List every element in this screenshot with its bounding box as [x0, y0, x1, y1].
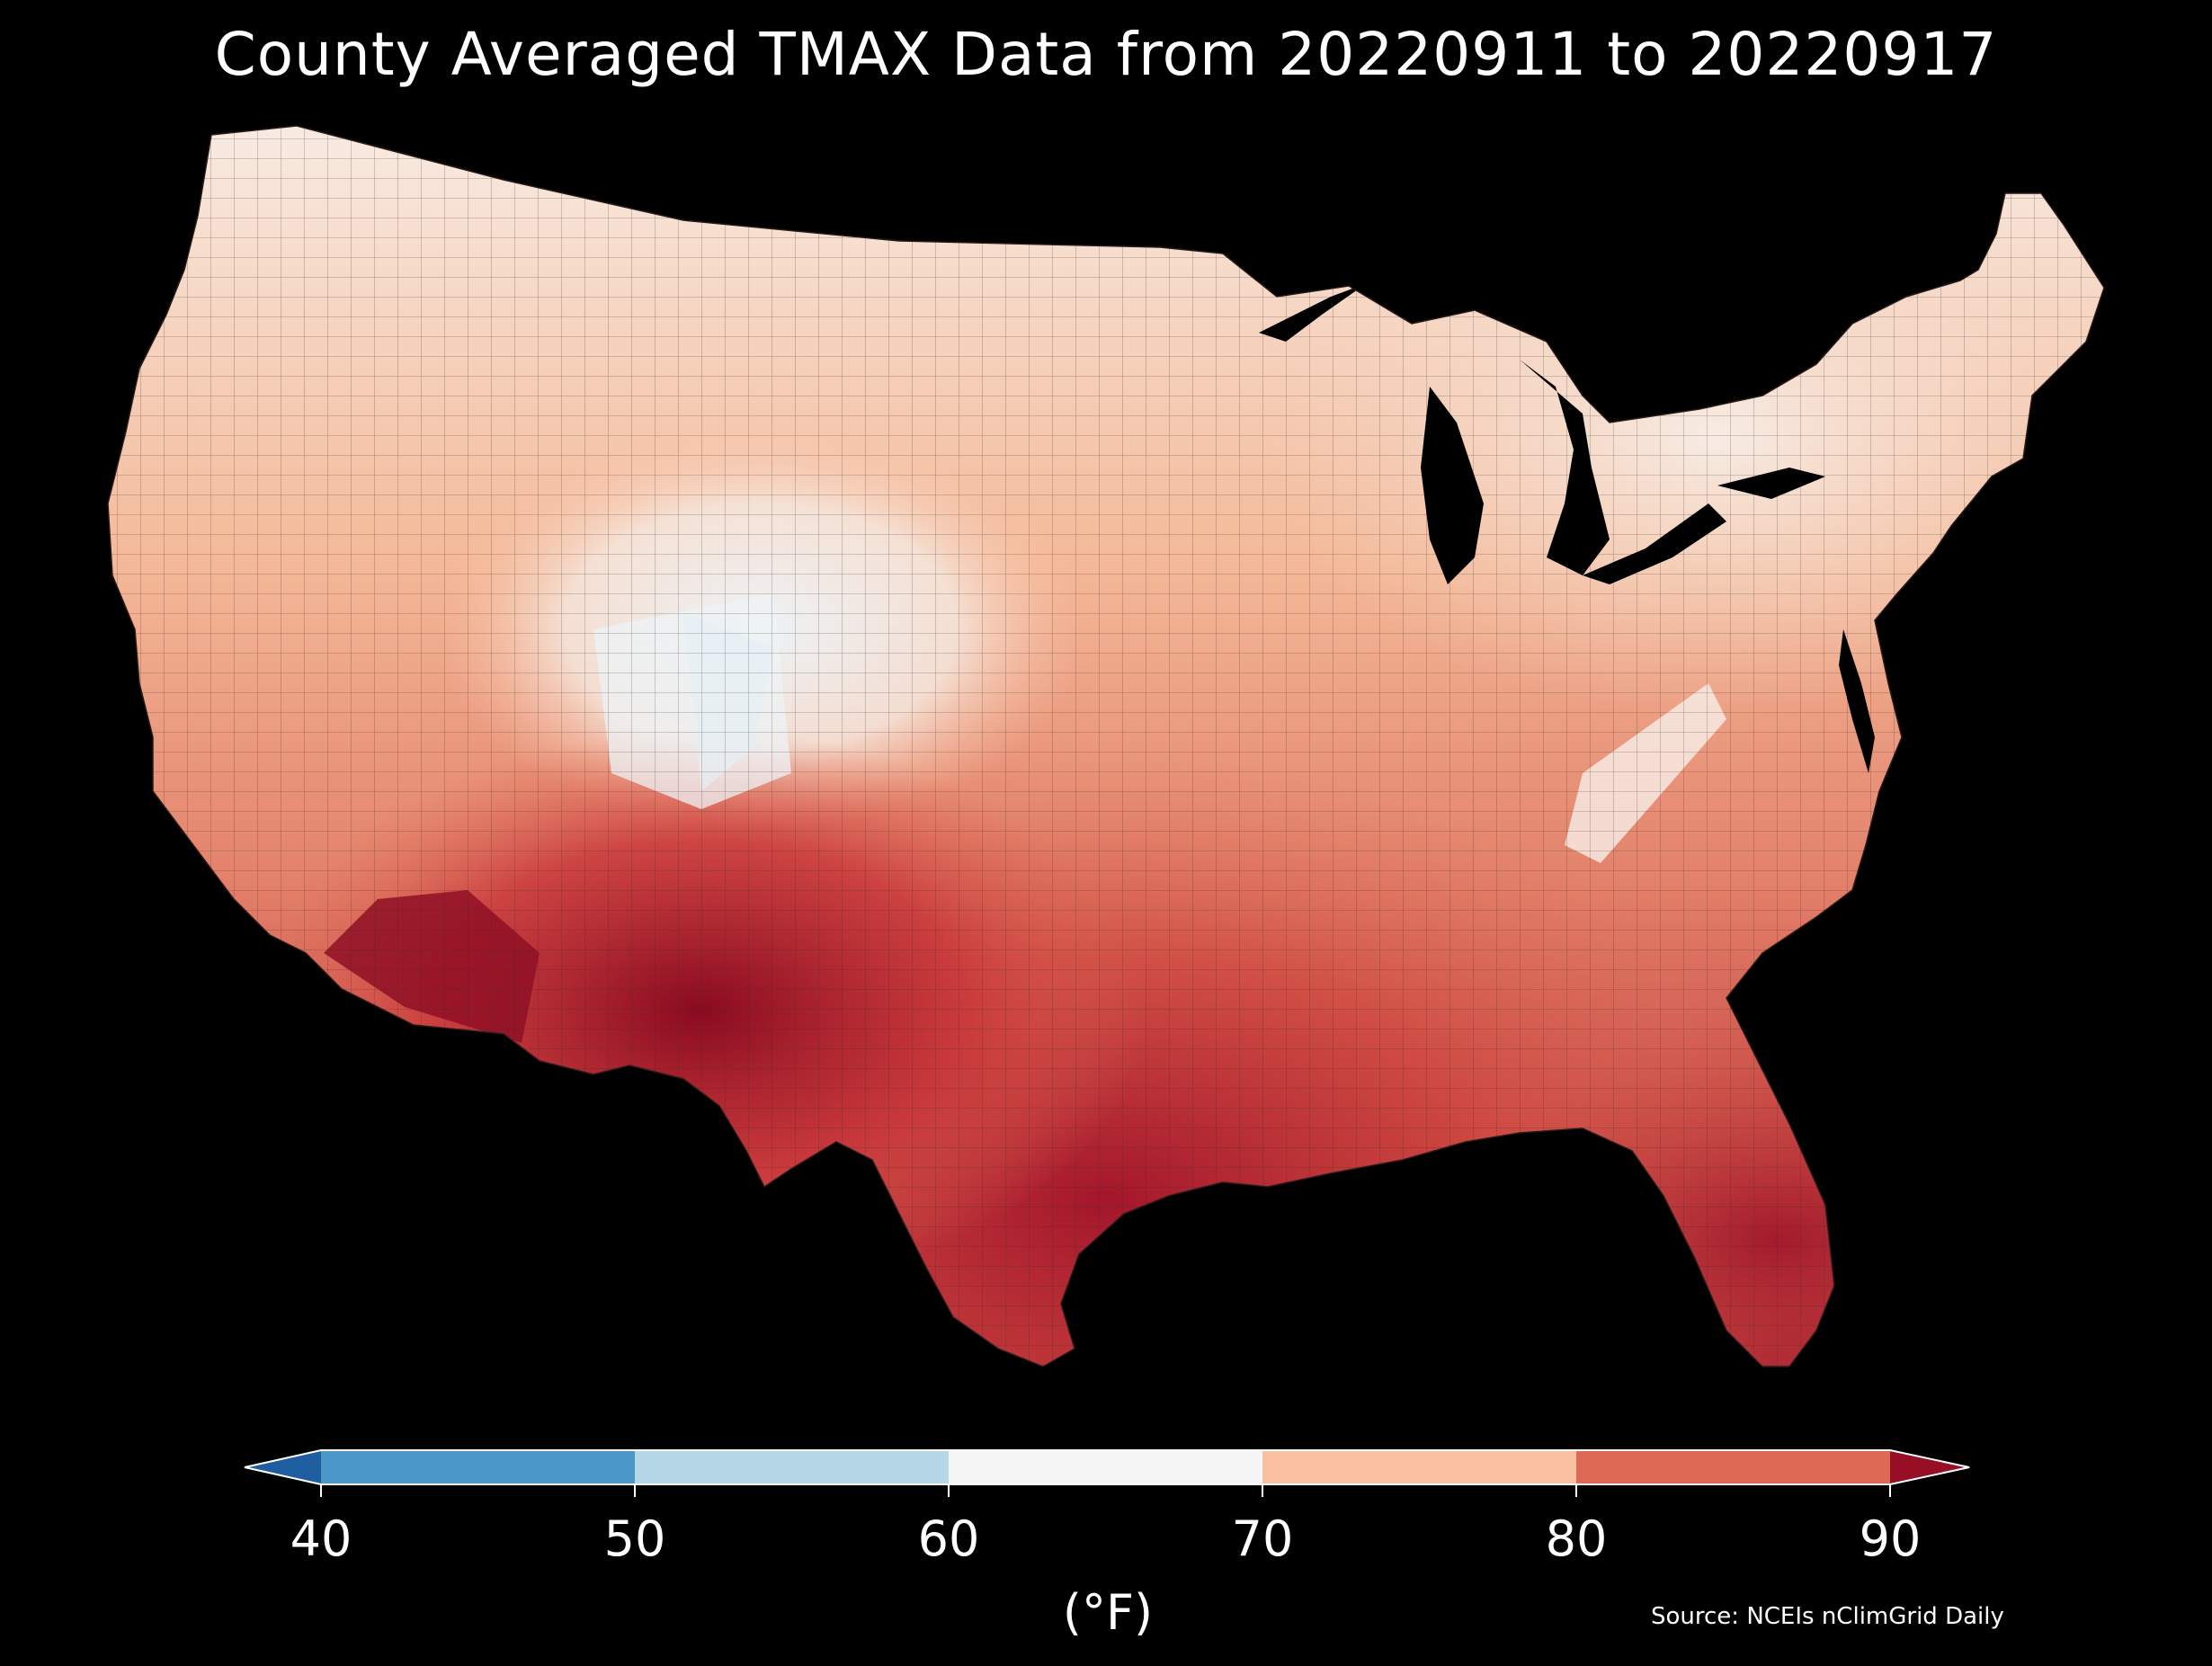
colorbar-extend-low [245, 1450, 321, 1484]
source-credit: Source: NCEIs nClimGrid Daily [1651, 1603, 2004, 1630]
colorbar-tick-90: 90 [1859, 1510, 1922, 1567]
colorbar-segment-60-70 [949, 1450, 1262, 1484]
chesapeake-bay [1839, 629, 1875, 773]
colorbar-extend-high [1890, 1450, 1969, 1484]
us-border [107, 125, 2105, 1368]
colorbar-segment-40-50 [321, 1450, 635, 1484]
colorbar-tick-80: 80 [1545, 1510, 1608, 1567]
great-lakes [1259, 283, 1825, 584]
colorbar-unit-label: (°F) [1062, 1584, 1154, 1641]
colorbar-segment-80-90 [1576, 1450, 1890, 1484]
colorbar-segment-70-80 [1262, 1450, 1576, 1484]
colorbar-segment-50-60 [635, 1450, 949, 1484]
colorbar-tick-60: 60 [917, 1510, 980, 1567]
colorbar-tick-50: 50 [603, 1510, 666, 1567]
colorbar-tick-70: 70 [1231, 1510, 1294, 1567]
map-title: County Averaged TMAX Data from 20220911 … [214, 20, 1998, 89]
colorbar-tick-40: 40 [290, 1510, 352, 1567]
